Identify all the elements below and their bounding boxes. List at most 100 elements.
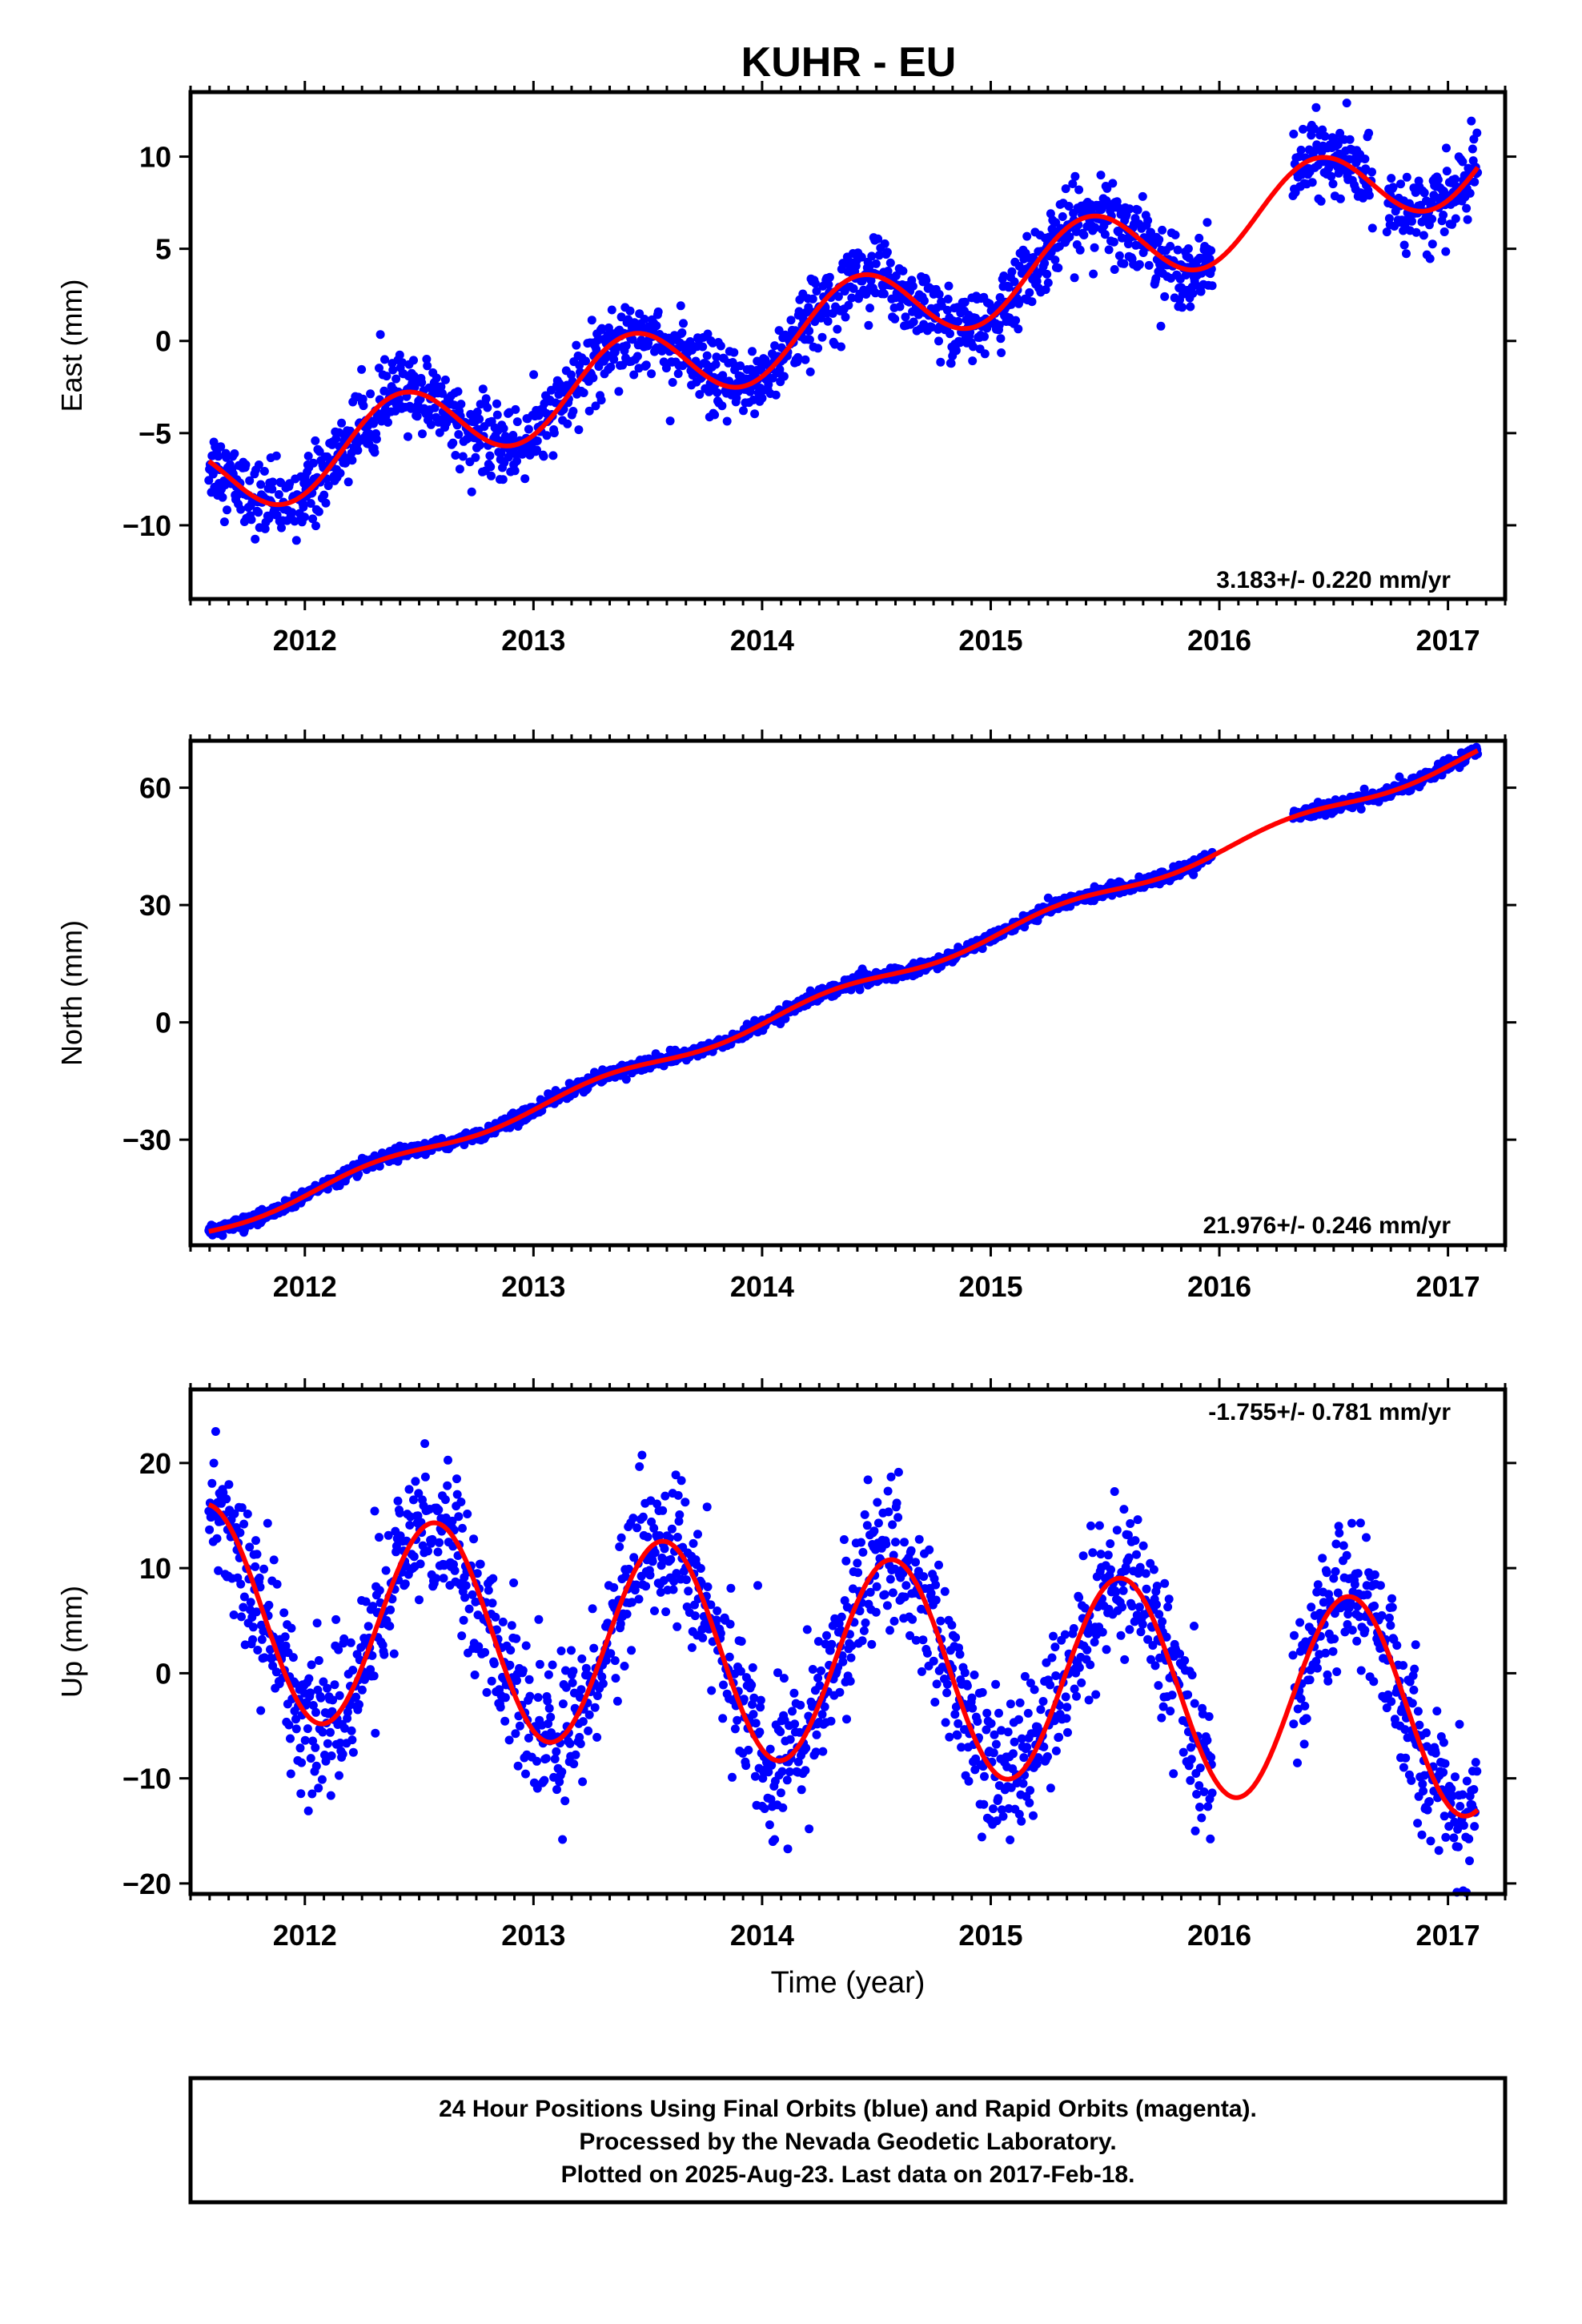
panel-up-point	[505, 1660, 515, 1670]
panel-up-point	[371, 1728, 380, 1738]
panel-north-xtick-label: 2016	[1187, 1270, 1251, 1303]
panel-east-point	[944, 281, 954, 291]
panel-up-point	[1006, 1835, 1015, 1844]
panel-up-point	[287, 1623, 296, 1633]
panel-up-point	[334, 1645, 343, 1655]
panel-up-point	[838, 1657, 848, 1667]
panel-east-point	[418, 429, 427, 439]
panel-up-point	[534, 1614, 544, 1624]
panel-up-point	[355, 1700, 363, 1709]
panel-east-point	[485, 451, 495, 460]
panel-east-point	[901, 312, 910, 322]
panel-east-point	[511, 404, 520, 414]
panel-up-point	[931, 1595, 941, 1605]
panel-east-point	[581, 356, 590, 366]
panel-up-point	[259, 1653, 269, 1663]
panel-north-xtick-label: 2013	[501, 1270, 565, 1303]
panel-up-point	[611, 1674, 620, 1683]
panel-east-point	[641, 360, 651, 370]
panel-up-point	[311, 1707, 320, 1717]
panel-east-point	[1472, 128, 1482, 138]
panel-up-point	[865, 1587, 875, 1597]
panel-up-point	[321, 1756, 331, 1766]
panel-up-point	[989, 1748, 998, 1758]
panel-up-point	[776, 1788, 785, 1798]
panel-up-point	[765, 1820, 774, 1830]
panel-up-point	[760, 1804, 769, 1813]
panel-east-point	[999, 271, 1009, 280]
panel-east-point	[1043, 278, 1053, 287]
panel-up-point	[552, 1747, 561, 1756]
panel-east-point	[1407, 216, 1416, 226]
panel-east-point	[596, 396, 606, 405]
panel-up-point	[962, 1681, 972, 1691]
panel-up-point	[982, 1725, 991, 1735]
panel-up-point	[725, 1619, 735, 1629]
panel-east-point	[632, 352, 642, 361]
panel-up-point	[922, 1648, 932, 1658]
panel-up-point	[820, 1702, 829, 1711]
panel-up-point	[660, 1544, 669, 1554]
panel-east-fit-line	[207, 155, 1480, 508]
panel-up-point	[340, 1723, 349, 1733]
panel-east-point	[1068, 179, 1078, 188]
panel-up-point	[945, 1732, 954, 1742]
panel-up-point	[370, 1506, 379, 1516]
panel-up-point	[590, 1703, 600, 1712]
panel-up-point	[726, 1583, 736, 1593]
panel-up-point	[369, 1671, 379, 1681]
panel-up-point	[860, 1510, 869, 1519]
panel-east-point	[475, 440, 484, 450]
panel-up-point	[696, 1564, 705, 1573]
panel-up-point	[982, 1708, 992, 1718]
panel-east-point	[968, 356, 978, 366]
panel-east-point	[254, 460, 263, 469]
panel-up-point	[389, 1649, 399, 1659]
panel-east-point	[943, 295, 953, 304]
panel-up-point	[612, 1696, 622, 1706]
panel-east-point	[529, 370, 539, 380]
panel-up-point	[960, 1668, 970, 1678]
panel-east-point	[805, 335, 814, 344]
panel-east-point	[1014, 299, 1023, 308]
panel-up-point	[496, 1703, 505, 1712]
panel-north-point	[375, 1161, 384, 1171]
panel-east-point	[440, 375, 450, 384]
panel-east-point	[478, 384, 488, 394]
panel-up-point	[424, 1546, 432, 1556]
panel-up-point	[306, 1754, 315, 1763]
panel-up-point	[541, 1754, 551, 1763]
panel-east-point	[1041, 285, 1050, 295]
panel-up-point	[435, 1538, 444, 1547]
panel-up-point	[609, 1582, 619, 1592]
panel-north-ytick-label: 0	[155, 1007, 171, 1039]
panel-up-point	[409, 1495, 418, 1505]
panel-up-point	[291, 1715, 300, 1724]
panel-east-point	[335, 468, 345, 478]
panel-up-point	[886, 1472, 896, 1482]
panel-east-point	[567, 370, 576, 380]
panel-up-point	[802, 1625, 812, 1634]
panel-east-point	[1463, 215, 1472, 224]
panel-up-point	[656, 1561, 666, 1570]
panel-east-point	[256, 480, 266, 489]
panel-up-point	[335, 1771, 343, 1780]
panel-east-point	[1070, 273, 1079, 283]
panel-up-point	[782, 1775, 792, 1785]
panel-up-point	[658, 1506, 668, 1515]
panel-up-point	[330, 1680, 339, 1690]
panel-east-point	[739, 406, 748, 416]
panel-east-point	[532, 436, 542, 445]
panel-up-point	[749, 1693, 759, 1703]
panel-east-point	[1014, 324, 1023, 334]
panel-up-point	[643, 1532, 652, 1542]
panel-up-point	[540, 1775, 549, 1785]
panel-east-point	[1090, 243, 1099, 252]
panel-east-point	[219, 517, 229, 527]
panel-up-point	[448, 1516, 457, 1526]
panel-east-point	[712, 352, 721, 362]
panel-up-point	[713, 1606, 722, 1615]
panel-up-point	[871, 1607, 881, 1617]
panel-up-point	[578, 1717, 588, 1727]
